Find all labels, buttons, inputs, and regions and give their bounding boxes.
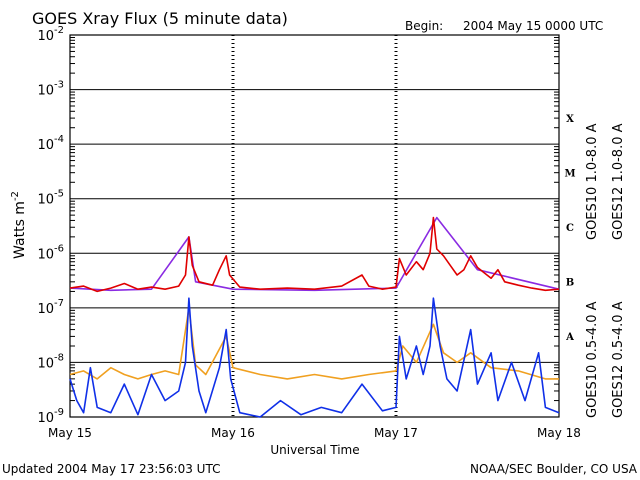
y-tick-label-0: 10-2: [37, 25, 64, 44]
y-tick-base: 10: [37, 193, 54, 208]
plot-area: [69, 34, 560, 418]
flare-class-b: B: [566, 278, 574, 289]
updated-timestamp: Updated 2004 May 17 23:56:03 UTC: [2, 462, 220, 476]
y-tick-base: 10: [37, 84, 54, 99]
y-tick-label-1: 10-3: [37, 80, 64, 99]
y-tick-exponent: -2: [54, 25, 64, 36]
y-tick-label-6: 10-8: [37, 352, 64, 371]
y-tick-label-7: 10-9: [37, 407, 64, 426]
legend-entry-0: GOES10 1.0-8.0 A: [585, 123, 600, 240]
chart-title: GOES Xray Flux (5 minute data): [32, 9, 288, 28]
x-tick-label-1: May 16: [211, 426, 255, 440]
y-tick-base: 10: [37, 138, 54, 153]
y-tick-exponent: -3: [54, 80, 64, 91]
y-tick-label-5: 10-7: [37, 298, 64, 317]
x-axis-label: Universal Time: [270, 443, 359, 457]
y-tick-labels: 10-210-310-410-510-610-710-810-9: [37, 25, 64, 426]
flare-class-m: M: [564, 168, 575, 179]
y-tick-base: 10: [37, 411, 54, 426]
x-tick-label-0: May 15: [48, 426, 92, 440]
flare-class-c: C: [566, 223, 574, 234]
begin-label: Begin:: [405, 19, 443, 33]
series-line-1: [69, 216, 560, 293]
y-tick-label-2: 10-4: [37, 134, 64, 153]
y-tick-exponent: -6: [54, 243, 64, 254]
series-line-2: [69, 307, 559, 380]
y-tick-base: 10: [37, 247, 54, 262]
y-tick-label-4: 10-6: [37, 243, 64, 262]
y-tick-base: 10: [37, 356, 54, 371]
series-layer: [69, 216, 560, 418]
y-tick-base: 10: [37, 302, 54, 317]
y-tick-exponent: -4: [54, 134, 64, 145]
y-axis-label-exponent: -2: [10, 191, 21, 201]
begin-value: 2004 May 15 0000 UTC: [463, 19, 603, 33]
flare-class-labels: X M C B A: [564, 114, 575, 343]
credit-text: NOAA/SEC Boulder, CO USA: [470, 462, 638, 476]
y-axis-label-text: Watts m: [12, 201, 28, 259]
legend: GOES10 1.0-8.0 A GOES12 1.0-8.0 A GOES10 0…: [585, 123, 626, 418]
plot-frame: [69, 34, 560, 418]
svg-text:Watts m-2: Watts m-2: [10, 191, 28, 259]
x-tick-labels: May 15 May 16 May 17 May 18: [48, 426, 581, 440]
y-tick-base: 10: [37, 29, 54, 44]
grid: [70, 34, 559, 418]
legend-entry-1: GOES12 1.0-8.0 A: [611, 123, 626, 240]
y-tick-exponent: -7: [54, 298, 64, 309]
x-tick-label-3: May 18: [537, 426, 581, 440]
y-axis-label: Watts m-2: [10, 191, 28, 259]
legend-entry-2: GOES10 0.5-4.0 A: [585, 301, 600, 418]
y-tick-label-3: 10-5: [37, 189, 64, 208]
x-tick-label-2: May 17: [374, 426, 418, 440]
y-tick-exponent: -5: [54, 189, 64, 200]
y-tick-exponent: -8: [54, 352, 64, 363]
series-line-3: [69, 297, 560, 418]
flare-class-a: A: [565, 332, 574, 343]
legend-entry-3: GOES12 0.5-4.0 A: [611, 301, 626, 418]
y-tick-exponent: -9: [54, 407, 64, 418]
flare-class-x: X: [566, 114, 574, 125]
